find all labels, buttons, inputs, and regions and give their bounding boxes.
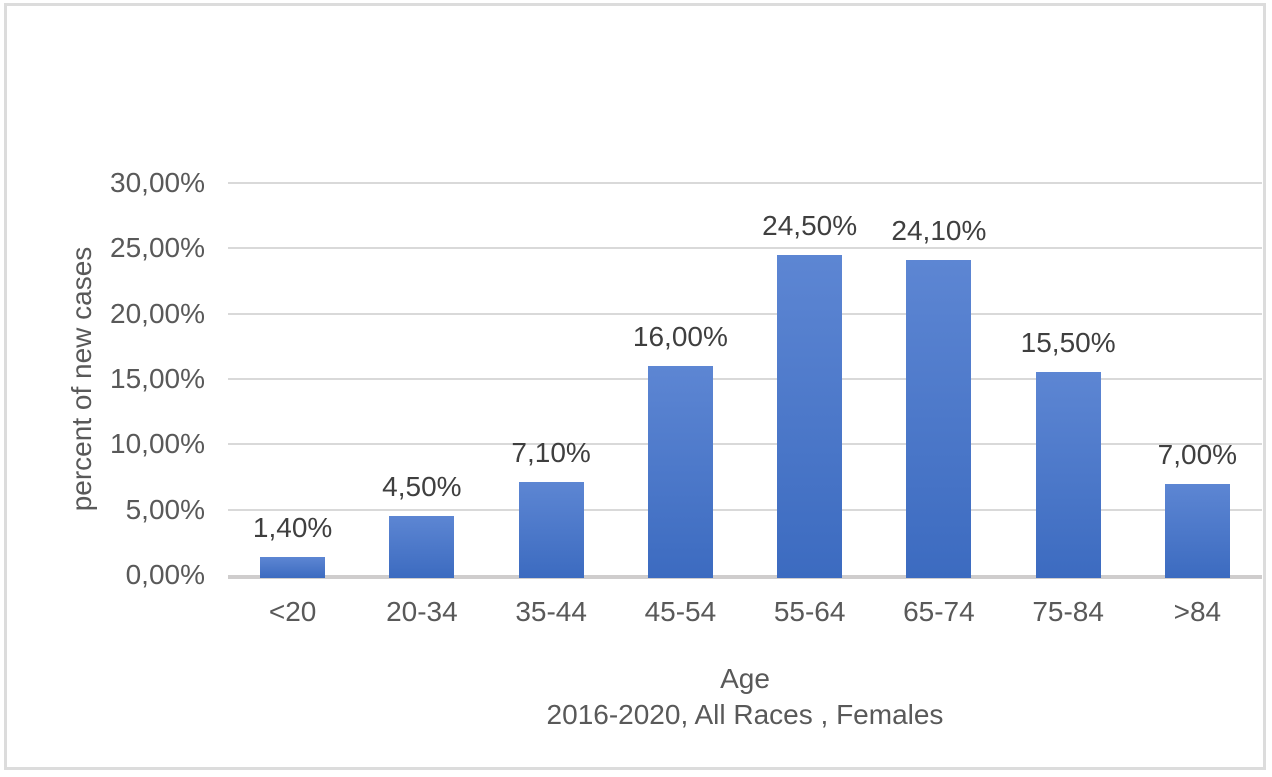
gridline — [228, 443, 1262, 446]
bar — [1164, 483, 1230, 578]
bar-value-label: 15,50% — [1020, 327, 1116, 359]
bar — [1035, 372, 1101, 578]
y-tick-label: 30,00% — [110, 167, 205, 198]
gridline — [228, 247, 1262, 250]
gridline — [228, 378, 1262, 380]
bar-value-label: 7,10% — [511, 437, 591, 469]
y-tick-label: 15,00% — [110, 363, 205, 394]
category-label: 35-44 — [515, 596, 587, 627]
bar-value-label: 16,00% — [632, 320, 728, 352]
category-label: >84 — [1173, 596, 1222, 627]
category-label: 55-64 — [773, 596, 846, 627]
category-label: <20 — [268, 596, 317, 627]
category-label: 65-74 — [903, 596, 975, 627]
category-label: 75-84 — [1032, 596, 1104, 627]
category-label: 45-54 — [644, 596, 717, 627]
bar — [260, 556, 326, 578]
y-tick-label: 10,00% — [110, 428, 205, 460]
x-axis-title: Age — [720, 663, 770, 694]
bar-value-label: 24,10% — [891, 215, 987, 247]
category-label: 20-34 — [386, 596, 458, 627]
y-tick-label: 5,00% — [125, 493, 205, 525]
bar-value-label: 24,50% — [762, 209, 858, 241]
x-axis-line — [228, 575, 1262, 579]
bar-value-label: 1,40% — [252, 511, 333, 543]
x-axis-subtitle: 2016-2020, All Races , Females — [546, 699, 944, 730]
gridline — [228, 508, 1262, 511]
y-tick-label: 20,00% — [110, 297, 205, 329]
bar — [389, 516, 455, 578]
bar — [906, 260, 972, 578]
y-tick-label: 25,00% — [110, 232, 205, 264]
bar-value-label: 7,00% — [1157, 438, 1238, 470]
bar — [647, 365, 713, 578]
bar-value-label: 4,50% — [382, 471, 462, 503]
gridline — [228, 182, 1262, 184]
bar — [777, 254, 843, 578]
y-tick-label: 0,00% — [125, 559, 205, 590]
gridline — [228, 312, 1262, 315]
bar — [518, 482, 584, 578]
